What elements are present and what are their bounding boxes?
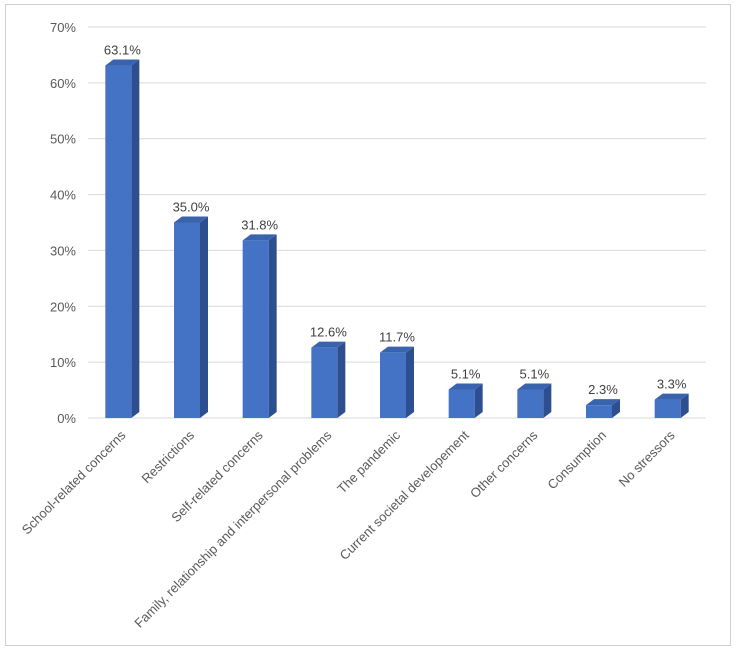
bar: [311, 341, 346, 418]
bar-side: [337, 341, 346, 418]
bar: [105, 59, 140, 418]
bar-front: [654, 399, 681, 418]
bar-front: [448, 389, 475, 418]
data-labels: 63.1% 35.0% 31.8% 12.6% 11.7% 5.1% 5.1% 2.3% 3.3…: [104, 43, 687, 398]
bar-top: [586, 399, 620, 406]
y-axis-ticks: 0% 10% 20% 30% 40% 50% 60% 70%: [50, 20, 76, 426]
bar: [586, 399, 620, 418]
bar-front: [380, 352, 406, 418]
data-label: 11.7%: [379, 330, 415, 345]
bar-side: [543, 383, 552, 418]
x-tick-label: Current societal developement: [336, 427, 472, 563]
y-tick-label: 30%: [50, 243, 76, 258]
data-label: 63.1%: [104, 43, 141, 58]
bar-side: [612, 399, 620, 418]
data-label: 5.1%: [451, 367, 481, 382]
x-tick-label: School-related concerns: [19, 427, 129, 537]
bar-top: [242, 234, 277, 241]
bar-side: [474, 383, 483, 418]
x-tick-label: No stressors: [616, 427, 679, 490]
data-label: 3.3%: [657, 377, 687, 392]
x-tick-label: Consumption: [544, 428, 609, 493]
bar-top: [311, 341, 346, 348]
bars: [105, 59, 689, 418]
bar-front: [311, 347, 338, 418]
x-tick-label: Other concerns: [467, 427, 541, 501]
y-tick-label: 40%: [50, 188, 76, 203]
bar: [380, 346, 414, 418]
bar-top: [105, 59, 140, 66]
bar: [654, 393, 689, 418]
bar-front: [174, 222, 200, 418]
bar: [174, 216, 208, 418]
bar-side: [406, 346, 414, 418]
bar-front: [586, 405, 612, 418]
y-tick-label: 60%: [50, 76, 76, 91]
x-tick-label: Restrictions: [138, 427, 197, 486]
y-tick-label: 20%: [50, 299, 76, 314]
data-label: 31.8%: [241, 217, 278, 232]
bar: [242, 234, 277, 418]
bar-top: [448, 383, 483, 390]
data-label: 35.0%: [173, 200, 210, 215]
y-tick-label: 50%: [50, 132, 76, 147]
bar-top: [380, 346, 414, 353]
bar-top: [174, 216, 208, 223]
bar-front: [517, 389, 544, 418]
bar-front: [242, 240, 269, 418]
x-tick-label: The pandemic: [334, 427, 403, 496]
bar-top: [517, 383, 552, 390]
bar-side: [268, 234, 277, 418]
y-tick-label: 70%: [50, 20, 76, 35]
bar-top: [654, 393, 689, 400]
bar-side: [680, 393, 689, 418]
bar: [517, 383, 552, 418]
x-axis-ticks: School-related concerns RestrictionsSelf-…: [19, 427, 678, 630]
data-label: 5.1%: [520, 367, 550, 382]
y-tick-label: 10%: [50, 355, 76, 370]
data-label: 12.6%: [310, 325, 347, 340]
y-tick-label: 0%: [57, 411, 76, 426]
bar-chart: 0% 10% 20% 30% 40% 50% 60% 70% 63.1% 35.0% 31.8% 1…: [19, 20, 706, 631]
bar: [448, 383, 483, 418]
bar-side: [131, 59, 140, 418]
chart-frame: 0% 10% 20% 30% 40% 50% 60% 70% 63.1% 35.0% 31.8% 1…: [5, 4, 731, 646]
bar-front: [105, 65, 132, 418]
data-label: 2.3%: [588, 382, 618, 397]
bar-side: [200, 216, 208, 418]
